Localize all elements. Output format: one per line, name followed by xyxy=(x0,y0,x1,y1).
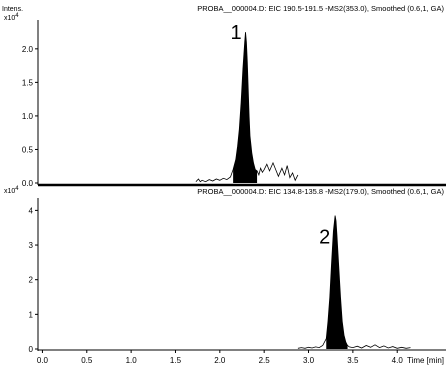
peak-label-1: 1 xyxy=(230,22,241,44)
panel-title-bottom: PROBA__000004.D: EIC 134.8-135.8 -MS2(17… xyxy=(197,187,444,196)
chromatogram-panel-bottom: x104 PROBA__000004.D: EIC 134.8-135.8 -M… xyxy=(4,186,444,354)
x-tick-label: 2.5 xyxy=(259,356,271,365)
x-axis-label: Time [min] xyxy=(407,356,444,365)
peak-area xyxy=(233,32,258,183)
y-tick-label: 0 xyxy=(29,345,34,354)
peak-area xyxy=(326,215,348,349)
y-tick-label: 2 xyxy=(29,276,34,285)
y-tick-label: 3 xyxy=(29,241,34,250)
y-tick-label: 1.5 xyxy=(22,78,34,87)
trace-line xyxy=(195,32,299,183)
y-tick-label: 1 xyxy=(29,310,34,319)
y-axis-label: Intens. xyxy=(2,6,23,13)
y-tick-label: 0.5 xyxy=(22,145,34,154)
x-tick-label: 1.5 xyxy=(170,356,182,365)
trace-line xyxy=(297,215,411,349)
x-tick-label: 2.0 xyxy=(214,356,226,365)
peak-label-2: 2 xyxy=(319,226,330,248)
x-tick-label: 3.5 xyxy=(347,356,359,365)
x-tick-label: 1.0 xyxy=(126,356,138,365)
x-tick-label: 4.0 xyxy=(392,356,404,365)
chromatogram-panel-top: Intens. x104 PROBA__000004.D: EIC 190.5-… xyxy=(2,4,444,188)
y-tick-label: 4 xyxy=(29,206,34,215)
y-tick-label: 2.0 xyxy=(22,45,34,54)
y-tick-label: 1.0 xyxy=(22,112,34,121)
x-tick-label: 0.0 xyxy=(37,356,49,365)
y-tick-label: 0.0 xyxy=(22,179,34,188)
y-axis-multiplier: x104 xyxy=(4,13,19,22)
y-axis-multiplier: x104 xyxy=(4,186,19,195)
x-tick-label: 0.5 xyxy=(81,356,93,365)
panel-title-top: PROBA__000004.D: EIC 190.5-191.5 -MS2(35… xyxy=(197,4,444,13)
x-tick-label: 3.0 xyxy=(303,356,315,365)
